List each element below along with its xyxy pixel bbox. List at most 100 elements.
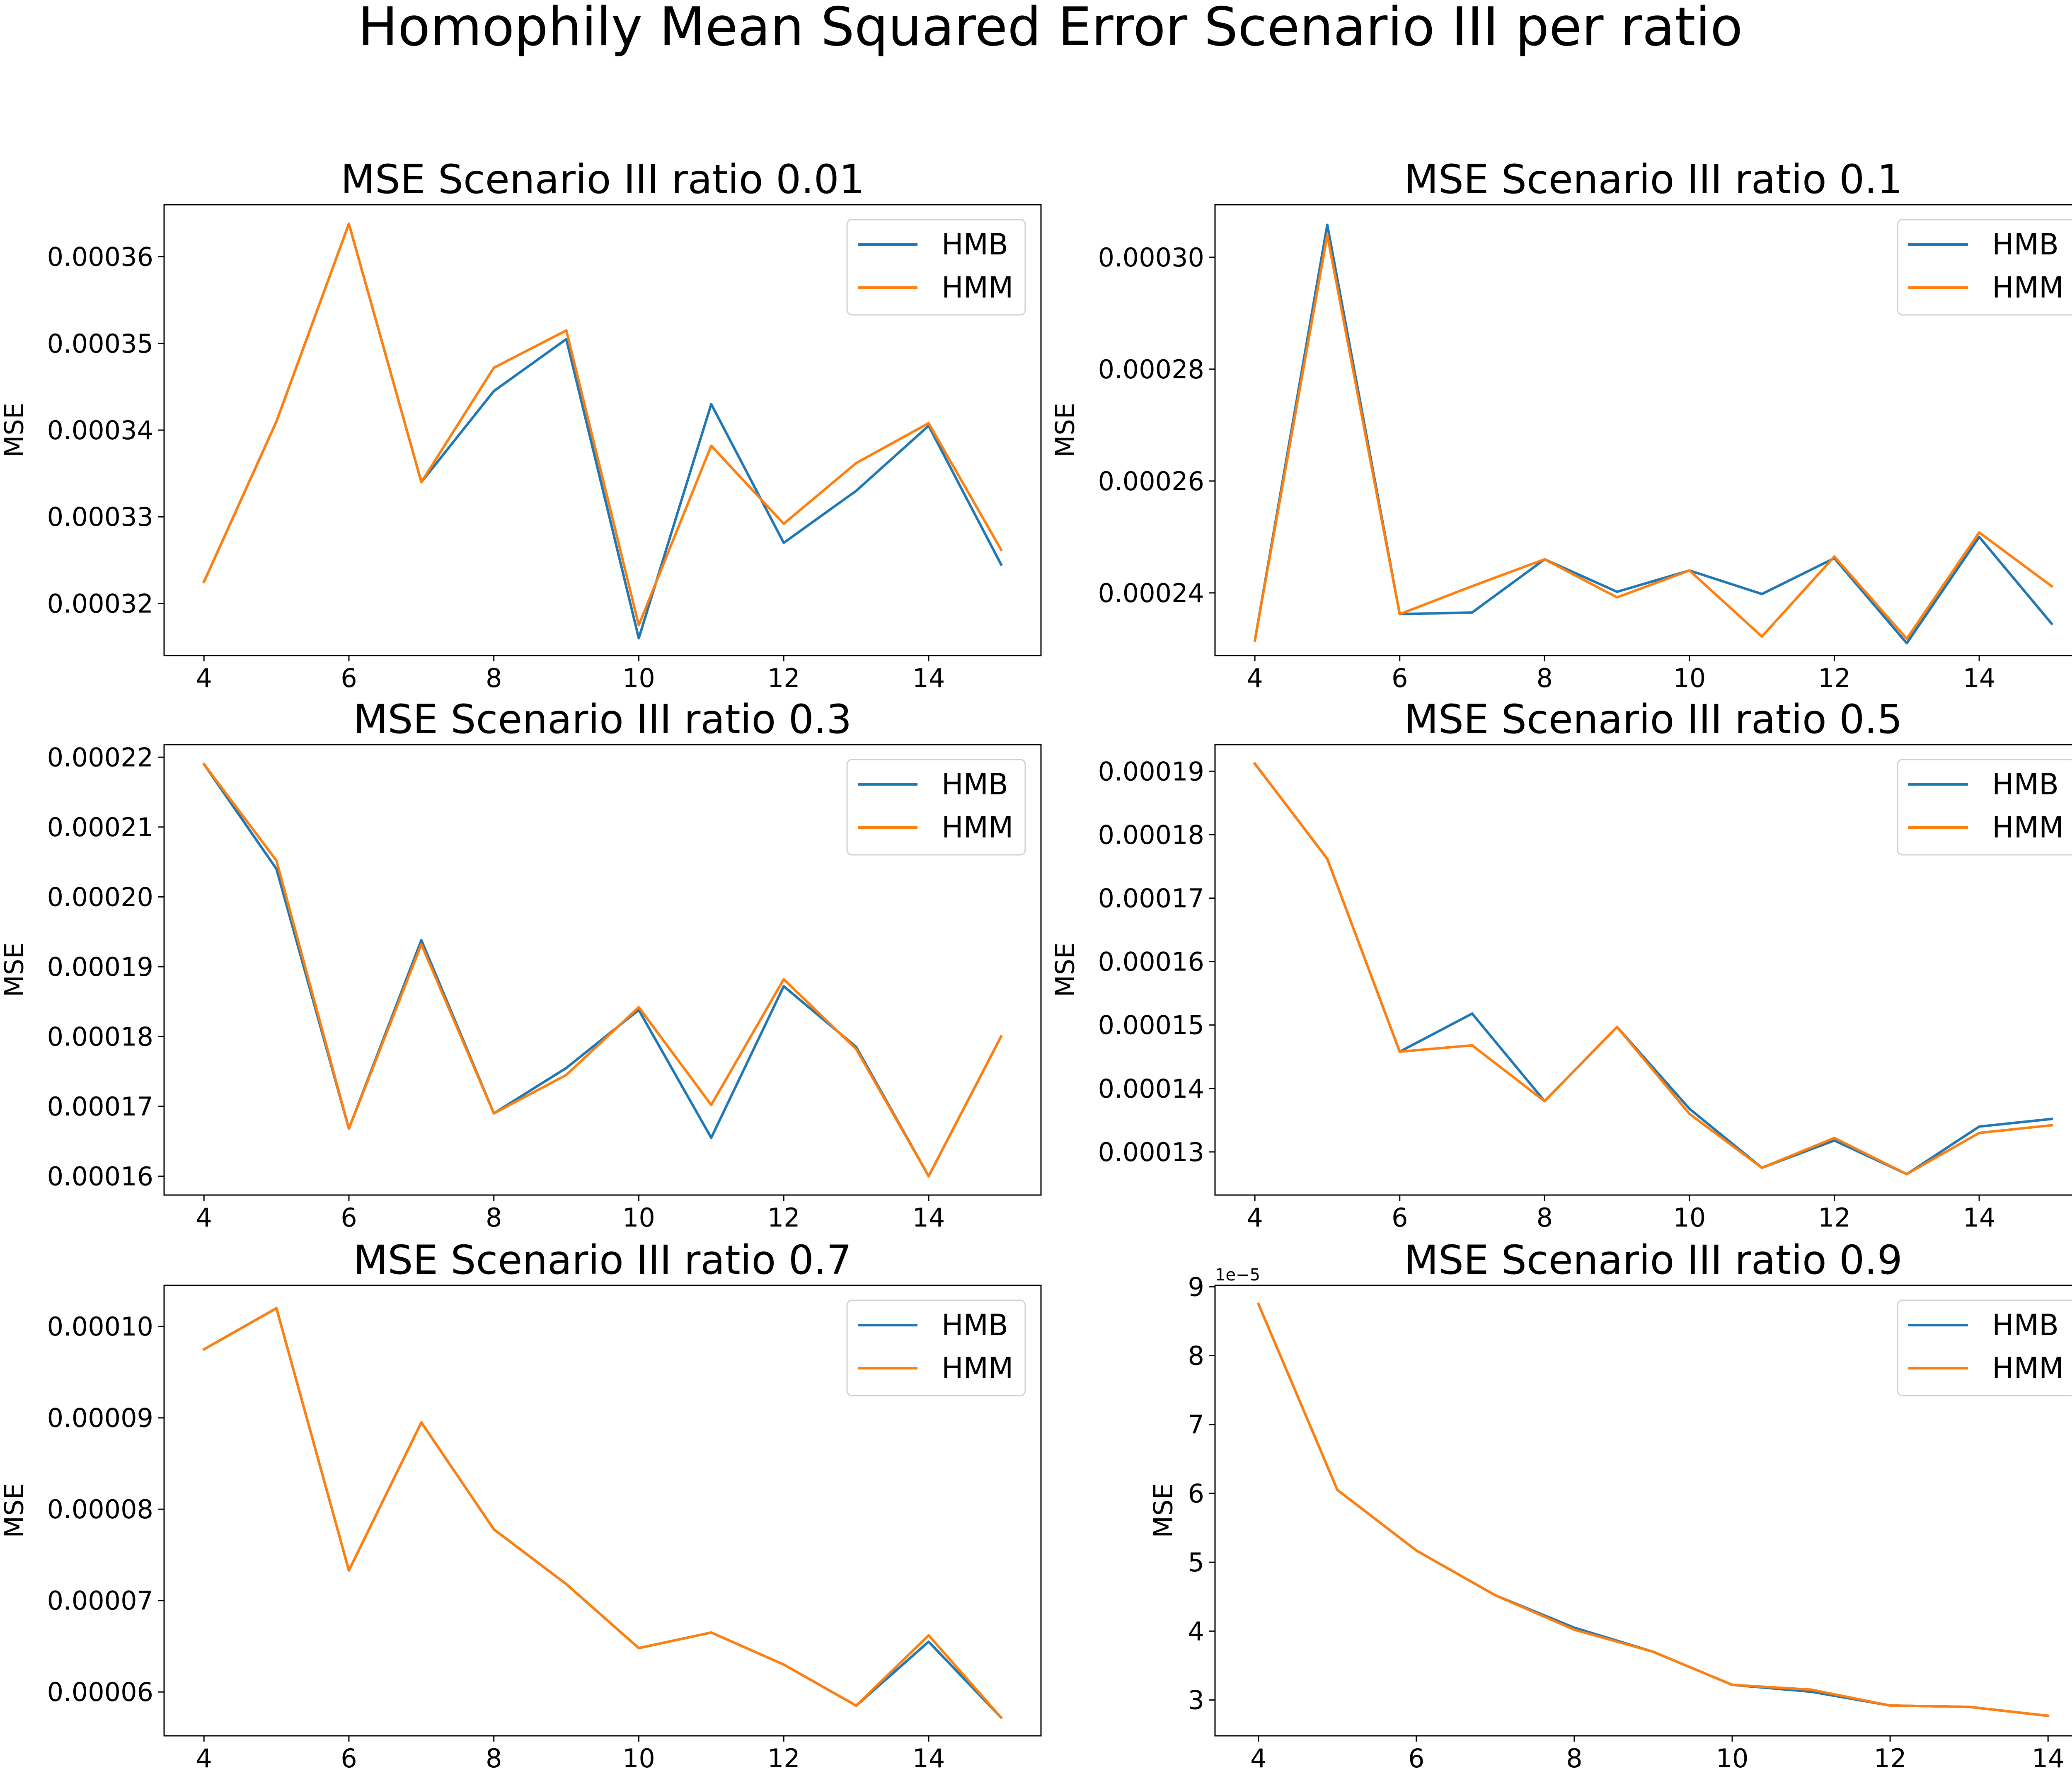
y-tick-label: 0.00035 bbox=[47, 329, 153, 359]
y-tick-label: 7 bbox=[1188, 1410, 1204, 1440]
chart-panel-3: MSE Scenario III ratio 0.3 4 6 8 10 12 14 0.000… bbox=[0, 696, 1042, 1233]
chart-title: MSE Scenario III ratio 0.3 bbox=[353, 696, 852, 743]
series-line bbox=[202, 1307, 1003, 1720]
y-tick-label: 0.00024 bbox=[1098, 578, 1204, 608]
x-tick-label: 12 bbox=[1818, 663, 1851, 693]
x-tick-label: 14 bbox=[912, 1203, 945, 1233]
x-tick-label: 10 bbox=[622, 1203, 655, 1233]
x-tick-label: 4 bbox=[196, 1743, 212, 1774]
x-tick-label: 10 bbox=[1673, 1203, 1706, 1233]
x-tick-label: 6 bbox=[1408, 1743, 1424, 1774]
series-hmm bbox=[202, 1307, 1003, 1720]
legend-label: HMM bbox=[942, 271, 1013, 305]
y-axis-label: MSE bbox=[0, 942, 29, 997]
y-tick-label: 0.00033 bbox=[47, 502, 153, 532]
chart-title: MSE Scenario III ratio 0.5 bbox=[1404, 696, 1903, 743]
y-tick-label: 0.00017 bbox=[47, 1091, 153, 1122]
x-tick-label: 8 bbox=[486, 663, 502, 693]
series-line bbox=[1253, 233, 2054, 642]
series-line bbox=[202, 223, 1003, 627]
x-tick-label: 12 bbox=[767, 1203, 800, 1233]
x-tick-label: 6 bbox=[1392, 1203, 1408, 1233]
legend-label: HMM bbox=[1992, 271, 2064, 305]
y-tick-label: 0.00028 bbox=[1098, 354, 1204, 385]
y-tick-label: 0.00030 bbox=[1098, 242, 1204, 273]
x-tick-label: 8 bbox=[486, 1203, 502, 1233]
chart-panel-5: MSE Scenario III ratio 0.7 4 6 8 10 12 14 0.000… bbox=[0, 1237, 1042, 1774]
series-hmm bbox=[1253, 762, 2053, 1176]
y-tick-label: 0.00021 bbox=[47, 812, 153, 842]
y-tick-label: 9 bbox=[1188, 1272, 1204, 1302]
chart-panel-1: MSE Scenario III ratio 0.01 4 6 8 10 12 14 0.00… bbox=[0, 156, 1042, 693]
chart-panel-6: MSE Scenario III ratio 0.9 4 6 8 10 12 14 3 4 5 6 7… bbox=[1148, 1237, 2072, 1774]
x-tick-label: 10 bbox=[622, 1743, 655, 1774]
series-hmm bbox=[1256, 1302, 2050, 1718]
x-tick-label: 8 bbox=[1537, 663, 1553, 693]
legend-label: HMB bbox=[1992, 227, 2059, 261]
x-tick-label: 12 bbox=[767, 1743, 800, 1774]
x-tick-label: 6 bbox=[341, 663, 357, 693]
y-tick-label: 3 bbox=[1188, 1685, 1204, 1716]
y-tick-label: 0.00026 bbox=[1098, 466, 1204, 496]
x-tick-label: 12 bbox=[767, 663, 800, 693]
legend: HMB HMM bbox=[846, 1299, 1026, 1396]
y-tick-label: 4 bbox=[1188, 1616, 1204, 1646]
y-tick-label: 0.00016 bbox=[47, 1161, 153, 1191]
y-axis-label: MSE bbox=[1148, 1483, 1179, 1538]
chart-title: MSE Scenario III ratio 0.9 bbox=[1404, 1237, 1903, 1283]
x-tick-label: 12 bbox=[1874, 1743, 1907, 1774]
x-tick-label: 10 bbox=[622, 663, 655, 693]
y-tick-label: 0.00006 bbox=[47, 1677, 153, 1707]
legend-label: HMM bbox=[1992, 811, 2064, 844]
y-axis-label: MSE bbox=[0, 1483, 29, 1538]
y-tick-label: 0.00014 bbox=[1098, 1074, 1204, 1104]
series-hmm bbox=[1253, 233, 2054, 642]
legend: HMB HMM bbox=[1897, 219, 2072, 316]
x-tick-label: 14 bbox=[2032, 1743, 2065, 1774]
axis-offset-text: 1e−5 bbox=[1215, 1265, 1260, 1285]
x-tick-label: 6 bbox=[1392, 663, 1408, 693]
x-tick-label: 10 bbox=[1673, 663, 1706, 693]
y-tick-label: 8 bbox=[1188, 1341, 1204, 1371]
legend-label: HMM bbox=[1992, 1351, 2064, 1385]
x-tick-label: 14 bbox=[1963, 663, 1996, 693]
x-tick-label: 14 bbox=[912, 1743, 945, 1774]
x-tick-label: 6 bbox=[341, 1743, 357, 1774]
legend-label: HMB bbox=[1992, 1308, 2059, 1342]
x-tick-label: 14 bbox=[1963, 1203, 1996, 1233]
y-tick-label: 0.00036 bbox=[47, 242, 153, 272]
legend-label: HMB bbox=[1992, 767, 2059, 801]
x-tick-label: 8 bbox=[1537, 1203, 1553, 1233]
chart-title: MSE Scenario III ratio 0.01 bbox=[341, 156, 864, 203]
y-axis-label: MSE bbox=[0, 403, 29, 457]
legend-label: HMM bbox=[942, 1351, 1013, 1385]
y-tick-label: 0.00010 bbox=[47, 1311, 153, 1342]
y-tick-label: 0.00009 bbox=[47, 1403, 153, 1433]
x-tick-label: 14 bbox=[912, 663, 945, 693]
y-tick-label: 0.00017 bbox=[1098, 883, 1204, 913]
chart-title: MSE Scenario III ratio 0.7 bbox=[353, 1237, 852, 1283]
y-axis-label: MSE bbox=[1050, 942, 1080, 997]
y-tick-label: 0.00016 bbox=[1098, 947, 1204, 977]
legend-label: HMB bbox=[942, 767, 1008, 801]
series-line bbox=[202, 762, 1003, 1178]
x-tick-label: 8 bbox=[1566, 1743, 1582, 1774]
y-tick-label: 6 bbox=[1188, 1478, 1204, 1509]
y-tick-label: 0.00007 bbox=[47, 1586, 153, 1616]
legend: HMB HMM bbox=[1897, 1299, 2072, 1396]
y-tick-label: 0.00008 bbox=[47, 1494, 153, 1524]
y-tick-label: 0.00018 bbox=[1098, 820, 1204, 850]
x-tick-label: 10 bbox=[1716, 1743, 1749, 1774]
series-hmm bbox=[202, 762, 1003, 1178]
y-tick-label: 0.00019 bbox=[47, 952, 153, 982]
y-tick-label: 0.00034 bbox=[47, 415, 153, 445]
y-axis-label: MSE bbox=[1050, 403, 1080, 457]
legend-label: HMM bbox=[942, 811, 1013, 844]
y-tick-label: 5 bbox=[1188, 1547, 1204, 1578]
legend-label: HMB bbox=[942, 1308, 1008, 1342]
x-tick-label: 4 bbox=[1250, 1743, 1266, 1774]
x-tick-label: 12 bbox=[1818, 1203, 1851, 1233]
chart-panel-4: MSE Scenario III ratio 0.5 4 6 8 10 12 14 0.000… bbox=[1050, 696, 2072, 1233]
y-tick-label: 0.00020 bbox=[47, 882, 153, 912]
